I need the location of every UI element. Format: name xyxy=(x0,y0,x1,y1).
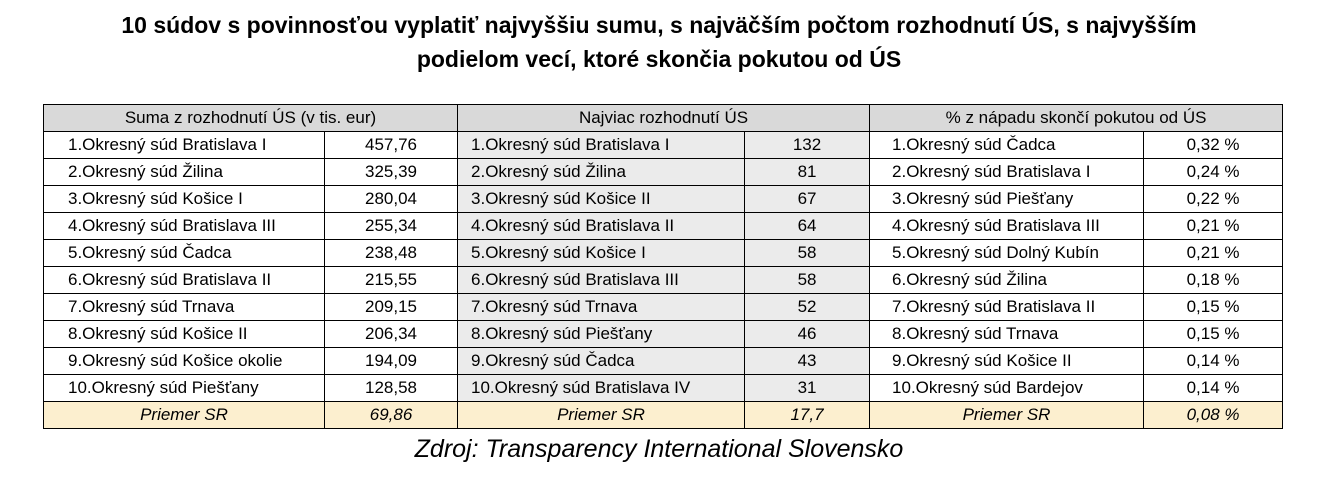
average-label-percent: Priemer SR xyxy=(869,401,1145,429)
table-row: 3.Okresný súd Košice I 280,04 3.Okresný sú… xyxy=(43,185,1284,213)
title-line-1: 10 súdov s povinnosťou vyplatiť najvyšši… xyxy=(121,12,1197,38)
table-row: 1.Okresný súd Bratislava I 457,76 1.Okresn… xyxy=(43,131,1284,159)
percent-value: 0,24 % xyxy=(1143,158,1284,186)
average-value-amount: 69,86 xyxy=(323,401,459,429)
table-row: 7.Okresný súd Trnava 209,15 7.Okresný súd … xyxy=(43,293,1284,321)
amount-court-name: 5.Okresný súd Čadca xyxy=(43,239,325,267)
percent-court-name: 4.Okresný súd Bratislava III xyxy=(869,212,1145,240)
table-row: 10.Okresný súd Piešťany 128,58 10.Okresný … xyxy=(43,374,1284,402)
page-title: 10 súdov s povinnosťou vyplatiť najvyšši… xyxy=(0,8,1318,76)
percent-court-name: 1.Okresný súd Čadca xyxy=(869,131,1145,159)
percent-court-name: 10.Okresný súd Bardejov xyxy=(869,374,1145,402)
amount-value: 215,55 xyxy=(323,266,459,294)
count-court-name: 4.Okresný súd Bratislava II xyxy=(457,212,746,240)
count-value: 132 xyxy=(744,131,871,159)
amount-value: 280,04 xyxy=(323,185,459,213)
count-court-name: 2.Okresný súd Žilina xyxy=(457,158,746,186)
source-note: Zdroj: Transparency International Sloven… xyxy=(414,435,904,463)
count-value: 81 xyxy=(744,158,871,186)
count-value: 58 xyxy=(744,239,871,267)
count-value: 43 xyxy=(744,347,871,375)
count-value: 58 xyxy=(744,266,871,294)
percent-court-name: 9.Okresný súd Košice II xyxy=(869,347,1145,375)
header-count: Najviac rozhodnutí ÚS xyxy=(457,104,871,132)
amount-court-name: 9.Okresný súd Košice okolie xyxy=(43,347,325,375)
percent-value: 0,15 % xyxy=(1143,320,1284,348)
average-value-count: 17,7 xyxy=(744,401,871,429)
count-court-name: 3.Okresný súd Košice II xyxy=(457,185,746,213)
average-value-percent: 0,08 % xyxy=(1143,401,1284,429)
percent-value: 0,14 % xyxy=(1143,347,1284,375)
table-row: 5.Okresný súd Čadca 238,48 5.Okresný súd K… xyxy=(43,239,1284,267)
amount-value: 457,76 xyxy=(323,131,459,159)
amount-value: 194,09 xyxy=(323,347,459,375)
header-percent: % z nápadu skončí pokutou od ÚS xyxy=(869,104,1284,132)
amount-court-name: 6.Okresný súd Bratislava II xyxy=(43,266,325,294)
count-value: 64 xyxy=(744,212,871,240)
percent-value: 0,18 % xyxy=(1143,266,1284,294)
percent-value: 0,21 % xyxy=(1143,212,1284,240)
table-row: 9.Okresný súd Košice okolie 194,09 9.Okres… xyxy=(43,347,1284,375)
percent-court-name: 8.Okresný súd Trnava xyxy=(869,320,1145,348)
amount-value: 209,15 xyxy=(323,293,459,321)
count-court-name: 8.Okresný súd Piešťany xyxy=(457,320,746,348)
amount-court-name: 3.Okresný súd Košice I xyxy=(43,185,325,213)
title-line-2: podielom vecí, ktoré skončia pokutou od … xyxy=(416,46,902,72)
percent-court-name: 7.Okresný súd Bratislava II xyxy=(869,293,1145,321)
count-value: 46 xyxy=(744,320,871,348)
percent-court-name: 2.Okresný súd Bratislava I xyxy=(869,158,1145,186)
percent-value: 0,32 % xyxy=(1143,131,1284,159)
percent-court-name: 6.Okresný súd Žilina xyxy=(869,266,1145,294)
table-row: 6.Okresný súd Bratislava II 215,55 6.Okres… xyxy=(43,266,1284,294)
header-amount: Suma z rozhodnutí ÚS (v tis. eur) xyxy=(42,104,459,132)
percent-court-name: 3.Okresný súd Piešťany xyxy=(869,185,1145,213)
amount-value: 128,58 xyxy=(323,374,459,402)
amount-court-name: 8.Okresný súd Košice II xyxy=(43,320,325,348)
table-row: 4.Okresný súd Bratislava III 255,34 4.Okre… xyxy=(43,212,1284,240)
percent-court-name: 5.Okresný súd Dolný Kubín xyxy=(869,239,1145,267)
count-court-name: 10.Okresný súd Bratislava IV xyxy=(457,374,746,402)
average-row: Priemer SR 69,86 Priemer SR 17,7 Priemer SR 0… xyxy=(43,401,1284,429)
table-row: 8.Okresný súd Košice II 206,34 8.Okresný s… xyxy=(43,320,1284,348)
count-value: 31 xyxy=(744,374,871,402)
count-court-name: 9.Okresný súd Čadca xyxy=(457,347,746,375)
amount-court-name: 10.Okresný súd Piešťany xyxy=(43,374,325,402)
amount-court-name: 1.Okresný súd Bratislava I xyxy=(43,131,325,159)
percent-value: 0,21 % xyxy=(1143,239,1284,267)
table-row: 2.Okresný súd Žilina 325,39 2.Okresný súd … xyxy=(43,158,1284,186)
average-label-count: Priemer SR xyxy=(457,401,746,429)
table-header-row: Suma z rozhodnutí ÚS (v tis. eur) Najvia… xyxy=(42,104,1284,132)
courts-table: Suma z rozhodnutí ÚS (v tis. eur) Najvia… xyxy=(42,104,1284,429)
amount-value: 325,39 xyxy=(323,158,459,186)
count-court-name: 5.Okresný súd Košice I xyxy=(457,239,746,267)
count-court-name: 1.Okresný súd Bratislava I xyxy=(457,131,746,159)
percent-value: 0,15 % xyxy=(1143,293,1284,321)
amount-value: 238,48 xyxy=(323,239,459,267)
count-value: 52 xyxy=(744,293,871,321)
average-label-amount: Priemer SR xyxy=(43,401,325,429)
count-court-name: 6.Okresný súd Bratislava III xyxy=(457,266,746,294)
amount-value: 255,34 xyxy=(323,212,459,240)
amount-court-name: 7.Okresný súd Trnava xyxy=(43,293,325,321)
count-court-name: 7.Okresný súd Trnava xyxy=(457,293,746,321)
amount-court-name: 2.Okresný súd Žilina xyxy=(43,158,325,186)
count-value: 67 xyxy=(744,185,871,213)
amount-value: 206,34 xyxy=(323,320,459,348)
amount-court-name: 4.Okresný súd Bratislava III xyxy=(43,212,325,240)
percent-value: 0,14 % xyxy=(1143,374,1284,402)
percent-value: 0,22 % xyxy=(1143,185,1284,213)
